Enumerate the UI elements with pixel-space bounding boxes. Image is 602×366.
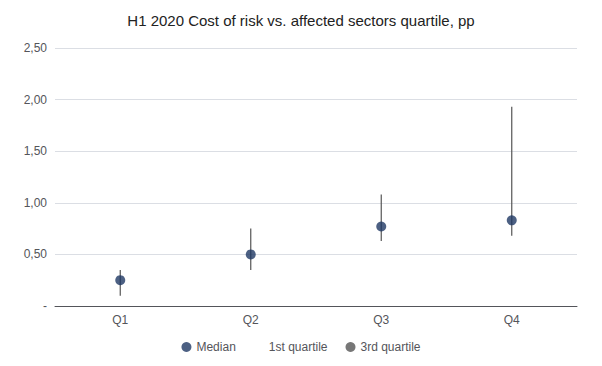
svg-text:-: - [43,299,47,313]
svg-text:Median: Median [196,340,235,354]
svg-text:3rd quartile: 3rd quartile [361,340,421,354]
svg-text:Q4: Q4 [504,313,520,327]
svg-text:Q2: Q2 [243,313,259,327]
svg-text:H1 2020 Cost of risk vs. affec: H1 2020 Cost of risk vs. affected sector… [127,12,474,29]
svg-text:2,00: 2,00 [24,93,48,107]
svg-text:0,50: 0,50 [24,247,48,261]
svg-text:1,50: 1,50 [24,144,48,158]
svg-text:2,50: 2,50 [24,41,48,55]
svg-text:Q3: Q3 [373,313,389,327]
svg-text:Q1: Q1 [112,313,128,327]
svg-text:1,00: 1,00 [24,196,48,210]
svg-text:1st quartile: 1st quartile [269,340,328,354]
